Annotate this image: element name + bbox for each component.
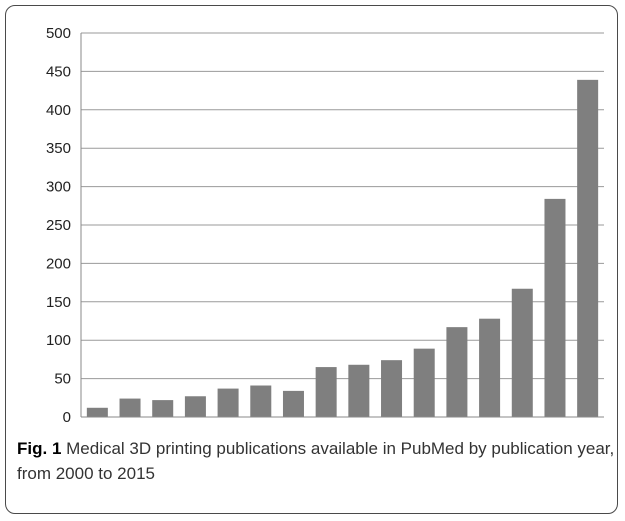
figure-caption: Fig. 1 Medical 3D printing publications … [17,436,617,486]
bar-2003 [184,396,206,417]
y-tick-label: 150 [46,294,71,311]
bar-2007 [315,367,337,417]
bar-2010 [413,348,435,417]
bar-2002 [152,400,174,417]
bar-2012 [479,318,501,417]
y-tick-label: 200 [46,255,71,272]
bars [86,79,599,418]
bar-2015 [577,79,599,418]
bar-2000 [86,407,108,417]
bar-2006 [282,390,304,417]
bar-2005 [250,385,272,417]
figure-frame [5,5,618,514]
y-tick-label: 100 [46,332,71,349]
bar-2008 [348,364,370,417]
y-tick-label: 50 [54,371,71,388]
y-tick-labels: 0 50 100 150 200 250 300 350 400 450 500 [46,25,71,426]
y-tick-label: 300 [46,179,71,196]
bar-2004 [217,388,239,417]
y-tick-label: 500 [46,25,71,42]
y-tick-label: 0 [63,409,71,426]
y-tick-label: 350 [46,140,71,157]
bar-2011 [446,327,468,417]
bar-2001 [119,398,141,417]
caption-text: Medical 3D printing publications availab… [17,439,615,483]
y-tick-label: 250 [46,217,71,234]
axes [80,33,604,418]
bar-2013 [511,288,533,417]
bar-2009 [381,360,403,417]
caption-label: Fig. 1 [17,439,62,458]
y-tick-label: 400 [46,102,71,119]
y-tick-label: 450 [46,63,71,80]
bar-2014 [544,198,566,417]
